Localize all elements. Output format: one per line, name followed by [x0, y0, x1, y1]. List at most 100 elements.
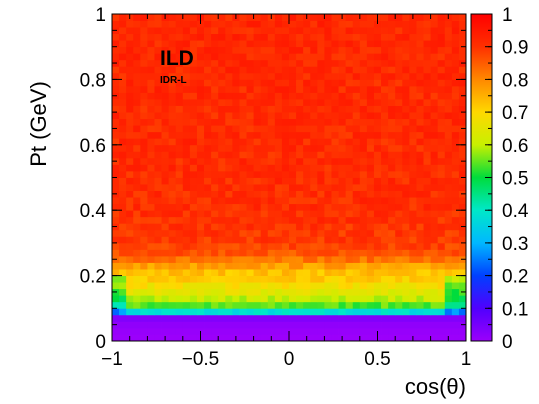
heatmap-cell [430, 170, 439, 178]
heatmap-cell [317, 295, 325, 303]
heatmap-cell [119, 79, 127, 87]
heatmap-cell [381, 118, 389, 126]
heatmap-cell [338, 53, 347, 61]
heatmap-cell [303, 118, 311, 126]
heatmap-cell [296, 118, 304, 126]
heatmap-cell [168, 144, 177, 152]
heatmap-cell [310, 72, 318, 80]
heatmap-cell [416, 164, 424, 172]
heatmap-cell [112, 53, 120, 61]
heatmap-cell [416, 79, 424, 87]
heatmap-cell [218, 144, 226, 152]
heatmap-cell [267, 216, 276, 224]
heatmap-cell [253, 20, 262, 28]
heatmap-cell [218, 269, 226, 276]
heatmap-cell [409, 144, 417, 152]
heatmap-cell [458, 327, 467, 335]
heatmap-cell [267, 53, 276, 61]
heatmap-cell [303, 223, 311, 231]
heatmap-cell [395, 66, 403, 74]
heatmap-cell [409, 229, 417, 237]
heatmap-cell [359, 327, 368, 335]
heatmap-cell [352, 197, 361, 205]
heatmap-cell [395, 27, 403, 35]
heatmap-cell [444, 282, 453, 290]
heatmap-cell [345, 105, 354, 113]
heatmap-cell [147, 249, 155, 257]
heatmap-cell [416, 282, 424, 290]
heatmap-cell [147, 223, 155, 231]
heatmap-cell [175, 334, 184, 342]
heatmap-cell [345, 85, 354, 93]
heatmap-cell [274, 197, 283, 205]
heatmap-cell [126, 72, 134, 80]
heatmap-cell [246, 138, 254, 146]
heatmap-cell [239, 14, 247, 21]
heatmap-cell [402, 229, 410, 237]
heatmap-cell [317, 216, 325, 224]
heatmap-cell [289, 197, 297, 205]
heatmap-cell [182, 190, 191, 198]
heatmap-cell [310, 27, 318, 35]
heatmap-cell [359, 197, 368, 205]
heatmap-cell [239, 59, 247, 67]
heatmap-cell [331, 72, 339, 80]
heatmap-cell [402, 282, 410, 290]
heatmap-cell [296, 184, 304, 191]
heatmap-cell [147, 46, 155, 54]
heatmap-cell [381, 27, 389, 35]
heatmap-cell [444, 197, 453, 205]
heatmap-cell [140, 53, 148, 61]
heatmap-cell [189, 275, 198, 283]
heatmap-cell [345, 72, 354, 80]
heatmap-cell [296, 334, 304, 342]
heatmap-cell [444, 288, 453, 296]
heatmap-cell [296, 105, 304, 113]
heatmap-cell [232, 79, 240, 87]
heatmap-cell [161, 125, 170, 133]
heatmap-cell [225, 99, 233, 106]
heatmap-cell [310, 282, 318, 290]
heatmap-cell [352, 138, 361, 146]
heatmap-cell [324, 242, 332, 250]
heatmap-cell [246, 184, 254, 191]
y-tick-label: 0.2 [80, 267, 106, 288]
heatmap-cell [317, 327, 325, 335]
heatmap-cell [274, 321, 283, 329]
heatmap-cell [296, 282, 304, 290]
heatmap-cell [140, 282, 148, 290]
heatmap-cell [430, 223, 439, 231]
heatmap-cell [402, 262, 410, 270]
heatmap-cell [352, 14, 361, 21]
heatmap-cell [140, 40, 148, 48]
heatmap-cell [289, 20, 297, 28]
heatmap-cell [281, 275, 290, 283]
heatmap-cell [345, 288, 354, 296]
heatmap-cell [402, 66, 410, 74]
heatmap-cell [303, 262, 311, 270]
heatmap-cell [232, 46, 240, 54]
heatmap-cell [239, 20, 247, 28]
heatmap-cell [430, 282, 439, 290]
heatmap-cell [239, 216, 247, 224]
heatmap-cell [395, 46, 403, 54]
heatmap-cell [381, 46, 389, 54]
heatmap-cell [267, 40, 276, 48]
heatmap-cell [281, 249, 290, 257]
heatmap-cell [281, 288, 290, 296]
heatmap-cell [437, 14, 446, 21]
heatmap-cell [359, 27, 368, 35]
heatmap-cell [352, 92, 361, 100]
heatmap-cell [225, 184, 233, 191]
heatmap-cell [196, 321, 205, 329]
heatmap-cell [119, 295, 127, 303]
heatmap-cell [182, 282, 191, 290]
heatmap-cell [140, 177, 148, 185]
heatmap-cell [373, 203, 382, 211]
heatmap-cell [189, 144, 198, 152]
heatmap-cell [154, 223, 162, 231]
heatmap-cell [310, 327, 318, 335]
heatmap-cell [444, 295, 453, 303]
heatmap-cell [211, 295, 219, 303]
heatmap-cell [338, 282, 347, 290]
